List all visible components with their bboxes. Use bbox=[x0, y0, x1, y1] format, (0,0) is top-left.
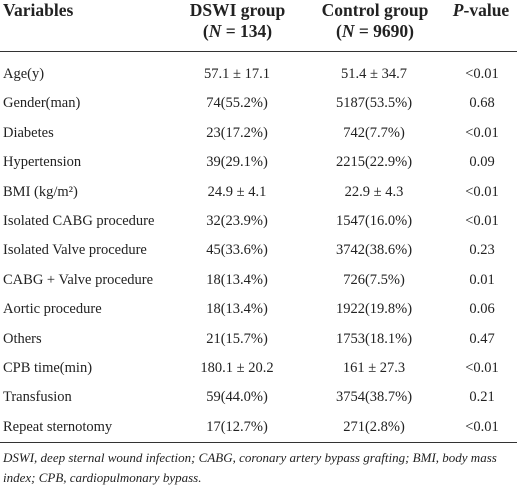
bottom-rule bbox=[0, 442, 517, 443]
cell: 180.1 ± 20.2 bbox=[200, 360, 274, 376]
cell: 39(29.1%) bbox=[206, 154, 268, 171]
table-row: Isolated CABG procedure 32(23.9%) 1547(16.… bbox=[0, 207, 517, 236]
header-p: P-value bbox=[445, 0, 517, 21]
table-row: Gender(man) 74(55.2%) 5187(53.5%) 0.68 bbox=[0, 89, 517, 118]
cell: <0.01 bbox=[465, 66, 499, 82]
text: ( bbox=[335, 21, 342, 41]
cell: <0.01 bbox=[465, 213, 499, 229]
table-row: Hypertension 39(29.1%) 2215(22.9%) 0.09 bbox=[0, 148, 517, 177]
cell: 1753(18.1%) bbox=[335, 330, 413, 347]
cell: 0.23 bbox=[469, 242, 495, 259]
cell: 45(33.6%) bbox=[206, 242, 268, 259]
row-label: Aortic procedure bbox=[3, 301, 102, 318]
row-label: Hypertension bbox=[3, 154, 82, 171]
cell: 17(12.7%) bbox=[206, 418, 268, 435]
row-label: Diabetes bbox=[3, 124, 54, 141]
table-row: Age(y) 57.1 ± 17.1 51.4 ± 34.7 <0.01 bbox=[0, 60, 517, 89]
row-label: Repeat sternotomy bbox=[3, 418, 113, 435]
table-row: Others 21(15.7%) 1753(18.1%) 0.47 bbox=[0, 325, 517, 354]
cell: 1547(16.0%) bbox=[335, 213, 413, 229]
row-label: Isolated Valve procedure bbox=[3, 242, 147, 259]
cell: 18(13.4%) bbox=[206, 301, 268, 318]
text: = 9690) bbox=[354, 21, 415, 41]
row-label: Age(y) bbox=[3, 66, 45, 82]
text: ( bbox=[202, 21, 209, 41]
cell: 0.09 bbox=[469, 154, 495, 171]
header-text: DSWI group bbox=[189, 0, 286, 20]
cell: <0.01 bbox=[465, 360, 499, 376]
text: N bbox=[208, 21, 222, 41]
cell: 23(17.2%) bbox=[206, 124, 268, 141]
cell: 0.68 bbox=[469, 95, 495, 112]
table-row: CABG + Valve procedure 18(13.4%) 726(7.5%)… bbox=[0, 266, 517, 295]
cell: 22.9 ± 4.3 bbox=[344, 183, 404, 200]
header-text: Control group bbox=[321, 0, 429, 20]
cell: 271(2.8%) bbox=[343, 418, 405, 435]
row-label: Isolated CABG procedure bbox=[3, 213, 155, 229]
header-n: (N = 9690) bbox=[305, 21, 445, 42]
cell: 742(7.7%) bbox=[343, 124, 405, 141]
row-label: CPB time(min) bbox=[3, 360, 93, 376]
cell: 0.47 bbox=[469, 330, 495, 347]
cell: 3754(38.7%) bbox=[335, 389, 413, 406]
header-rule bbox=[0, 51, 517, 52]
cell: 726(7.5%) bbox=[343, 271, 405, 288]
cell: 1922(19.8%) bbox=[335, 301, 413, 318]
cell: 0.21 bbox=[469, 389, 495, 406]
cell: 18(13.4%) bbox=[206, 271, 268, 288]
cell: 5187(53.5%) bbox=[335, 95, 413, 112]
cell: 74(55.2%) bbox=[206, 95, 268, 112]
cell: 57.1 ± 17.1 bbox=[204, 66, 270, 82]
cell: <0.01 bbox=[465, 183, 499, 200]
cell: 24.9 ± 4.1 bbox=[207, 183, 267, 200]
cell: 3742(38.6%) bbox=[335, 242, 413, 259]
header-dswi: DSWI group (N = 134) bbox=[170, 0, 305, 42]
cell: 2215(22.9%) bbox=[335, 154, 413, 171]
row-label: Others bbox=[3, 330, 42, 347]
table-row: CPB time(min) 180.1 ± 20.2 161 ± 27.3 <0.01 bbox=[0, 354, 517, 383]
cell: <0.01 bbox=[465, 124, 499, 141]
row-label: Gender(man) bbox=[3, 95, 81, 112]
cell: 51.4 ± 34.7 bbox=[341, 66, 407, 82]
row-label: BMI (kg/m²) bbox=[3, 183, 78, 200]
footnote: DSWI, deep sternal wound infection; CABG… bbox=[3, 450, 497, 485]
table-row: Transfusion 59(44.0%) 3754(38.7%) 0.21 bbox=[0, 383, 517, 412]
text: N bbox=[341, 21, 355, 41]
text: = 134) bbox=[221, 21, 273, 41]
cell: 0.06 bbox=[469, 301, 495, 318]
header-n: (N = 134) bbox=[170, 21, 305, 42]
cell: 59(44.0%) bbox=[206, 389, 268, 406]
text: P bbox=[452, 0, 464, 20]
table-row: Repeat sternotomy 17(12.7%) 271(2.8%) <0.01 bbox=[0, 413, 517, 442]
text: -value bbox=[463, 0, 510, 20]
table-row: BMI (kg/m²) 24.9 ± 4.1 22.9 ± 4.3 <0.01 bbox=[0, 178, 517, 207]
row-label: CABG + Valve procedure bbox=[3, 271, 154, 288]
header-control: Control group (N = 9690) bbox=[305, 0, 445, 42]
cell: <0.01 bbox=[465, 418, 499, 435]
table-row: Diabetes 23(17.2%) 742(7.7%) <0.01 bbox=[0, 119, 517, 148]
cell: 21(15.7%) bbox=[206, 330, 268, 347]
table-row: Aortic procedure 18(13.4%) 1922(19.8%) 0.06 bbox=[0, 295, 517, 324]
row-label: Transfusion bbox=[3, 389, 72, 406]
cell: 0.01 bbox=[469, 271, 495, 288]
cell: 161 ± 27.3 bbox=[342, 360, 406, 376]
header-variables: Variables bbox=[3, 0, 74, 20]
table-row: Isolated Valve procedure 45(33.6%) 3742(38… bbox=[0, 236, 517, 265]
cell: 32(23.9%) bbox=[206, 213, 268, 229]
